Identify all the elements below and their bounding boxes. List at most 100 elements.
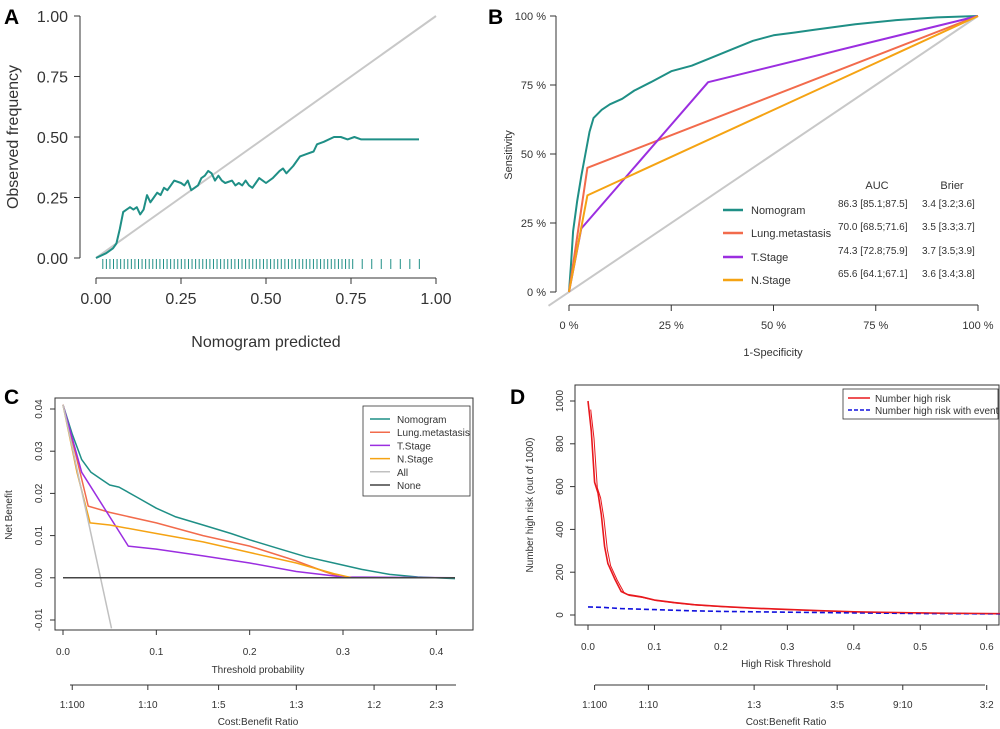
legend-label: Lung.metastasis [397,428,470,439]
y-tick-label: 400 [555,521,566,538]
x-tick-label: 0.3 [336,647,350,658]
series-line-n-stage [568,15,979,293]
secondary-tick-label: 1:2 [367,700,381,711]
brier-value: 3.5 [3.3;3.7] [922,222,975,233]
secondary-tick-label: 1:5 [212,700,226,711]
auc-value: 86.3 [85.1;87.5] [838,199,908,210]
series-line-n-stage [62,404,455,579]
legend-label: T.Stage [751,252,788,264]
x-tick-label: 0.25 [165,291,196,308]
y-tick-label: 0.02 [34,483,45,503]
series-line-nomogram [62,404,456,580]
secondary-tick-label: 1:100 [582,700,607,711]
secondary-tick-label: 1:10 [138,700,158,711]
plot-frame [574,384,1000,626]
y-tick-label: 0.50 [37,130,68,147]
x-tick-label: 0.3 [780,642,794,653]
series-line-reference [547,15,979,307]
legend-label: N.Stage [397,455,434,466]
x-axis-title: High Risk Threshold [741,659,831,670]
y-tick-label: 1.00 [37,9,68,26]
panel-letter-b: B [488,6,503,29]
y-tick-label: 0.00 [37,251,68,268]
brier-value: 3.6 [3.4;3.8] [922,269,975,280]
series-line-lung-metastasis [62,404,455,579]
series-line-t-stage [62,404,456,579]
series-line-observed [95,136,419,259]
auc-value: 65.6 [64.1;67.1] [838,269,908,280]
panel-b: 0 % 25 % 50 % 75 % 100 % 0 % 25 % 50 % 75 % 100 %… [503,11,994,359]
table-header-auc: AUC [865,180,888,192]
panel-d: 0 200 400 600 800 1000 0.0 0.1 0.2 0.3 0.4 0.5 0.6 Hi… [525,384,1000,728]
legend-label: None [397,481,421,492]
y-tick-label: 0 [555,612,566,618]
series-line-number-high-risk-band [590,409,1000,615]
x-tick-label: 0.00 [80,291,111,308]
series-line-number-high-risk-with-event [587,606,1000,615]
x-axis-title: Threshold probability [212,665,305,676]
y-axis-title: Net Benefit [4,490,15,540]
y-tick-label: 1000 [555,389,566,412]
secondary-tick-label: 1:10 [639,700,659,711]
y-tick-label: 0.01 [34,525,45,545]
y-tick-label: 50 % [521,149,546,161]
secondary-tick-label: 1:3 [289,700,303,711]
series-line-all [62,404,113,629]
auc-value: 70.0 [68.5;71.6] [838,222,908,233]
rug-marks [102,259,420,269]
legend-label: N.Stage [751,275,791,287]
y-tick-label: 0.25 [37,191,68,208]
panel-c: -0.01 0.00 0.01 0.02 0.03 0.04 0.0 0.1 0.2 0.3 0.4… [4,397,474,728]
secondary-tick-label: 3:2 [980,700,994,711]
series-line-number-high-risk [587,400,1000,615]
x-tick-label: 25 % [659,320,684,332]
y-tick-label: 75 % [521,80,546,92]
y-tick-label: 0.75 [37,70,68,87]
panel-letter-a: A [4,6,19,29]
y-tick-label: 25 % [521,218,546,230]
legend-label: Lung.metastasis [751,228,832,240]
y-axis-title: Observed frequency [5,65,22,209]
series-line-lung-metastasis [568,15,979,293]
secondary-tick-label: 3:5 [830,700,844,711]
y-tick-label: 0.03 [34,441,45,461]
table-header-brier: Brier [940,180,964,192]
lines [62,404,456,629]
x-tick-label: 0.50 [250,291,281,308]
x-tick-label: 0.0 [56,647,70,658]
legend: AUC Brier Nomogram 86.3 [85.1;87.5] 3.4 [3.2… [723,180,975,287]
brier-value: 3.7 [3.5;3.9] [922,246,975,257]
secondary-axis-title: Cost:Benefit Ratio [746,717,827,728]
y-tick-label: -0.01 [34,608,45,631]
legend-label: All [397,468,408,479]
x-axis-title: 1-Specificity [743,347,803,359]
x-tick-label: 0.75 [335,291,366,308]
secondary-tick-label: 1:100 [60,700,85,711]
y-tick-label: 100 % [515,11,546,23]
series-line-nomogram [568,15,979,293]
y-tick-label: 600 [555,478,566,495]
y-axis-title: Sensitivity [503,130,515,180]
x-tick-label: 0.6 [980,642,994,653]
legend-label: Number high risk [875,394,952,405]
y-tick-label: 0 % [527,287,546,299]
secondary-axis-title: Cost:Benefit Ratio [218,717,299,728]
y-tick-label: 0.00 [34,568,45,588]
x-tick-label: 100 % [962,320,993,332]
panel-letter-d: D [510,386,525,409]
legend-box [842,388,999,420]
panel-letter-c: C [4,386,19,409]
x-tick-label: 0.2 [243,647,257,658]
y-axis-title: Number high risk (out of 1000) [525,437,536,572]
x-tick-label: 0 % [560,320,579,332]
auc-value: 74.3 [72.8;75.9] [838,246,908,257]
x-tick-label: 0.1 [647,642,661,653]
y-tick-label: 200 [555,563,566,580]
legend-label: Number high risk with event [875,406,999,417]
x-tick-label: 0.5 [913,642,927,653]
panel-a: 0.00 0.25 0.50 0.75 1.00 0.00 0.25 0.50 0.75 1.00… [5,9,452,351]
legend: Nomogram Lung.metastasis T.Stage N.Stage All… [362,405,471,497]
brier-value: 3.4 [3.2;3.6] [922,199,975,210]
